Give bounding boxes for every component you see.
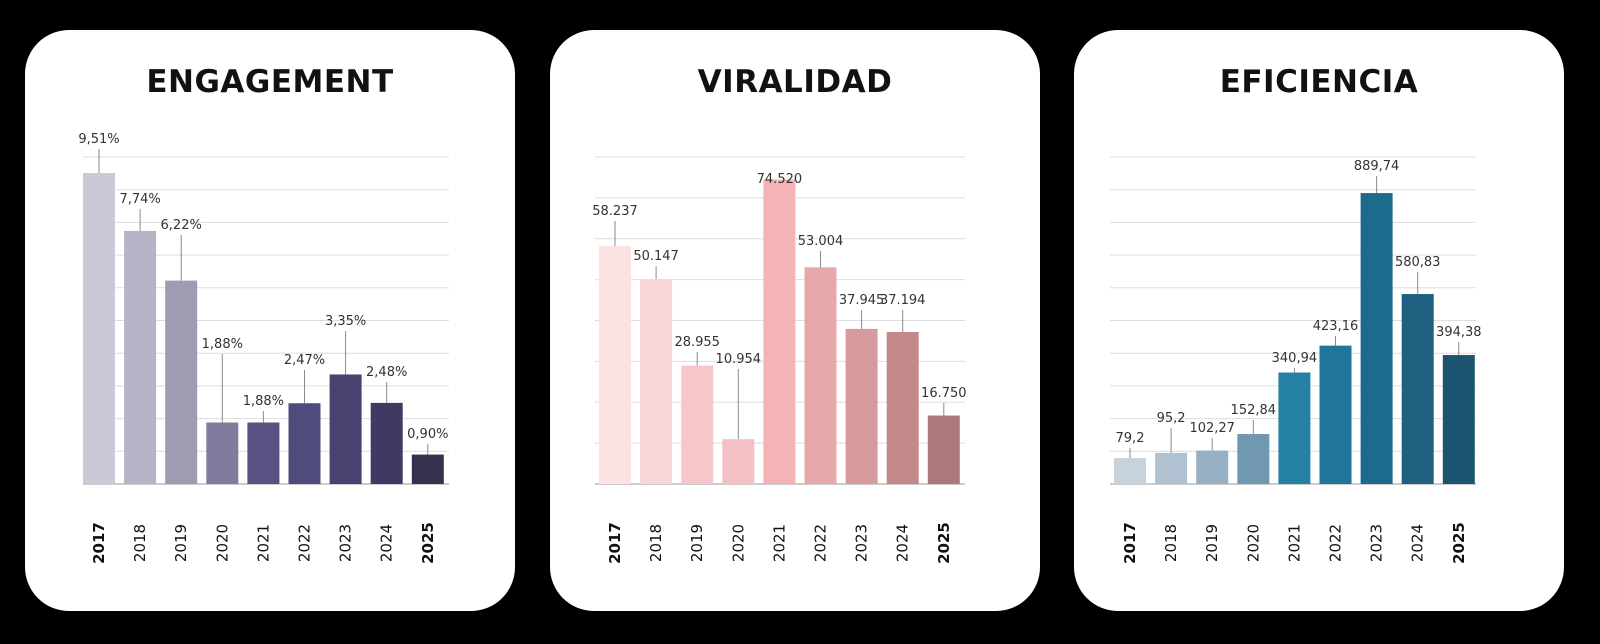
x-tick-label: 2019	[1203, 524, 1221, 562]
chart-title: ENGAGEMENT	[146, 64, 394, 100]
value-label: 7,74%	[119, 192, 160, 207]
bar-2022	[1319, 345, 1352, 484]
x-tick-label: 2025	[1450, 522, 1468, 564]
bar-2021	[247, 422, 280, 484]
bar-2018	[1155, 452, 1188, 484]
value-label: 79,2	[1116, 431, 1145, 446]
value-label: 394,38	[1436, 325, 1482, 340]
bar-2025	[1442, 355, 1475, 484]
value-label: 6,22%	[161, 218, 202, 233]
x-tick-label: 2017	[1121, 522, 1139, 564]
x-tick-label: 2021	[770, 524, 788, 562]
bar-2021	[763, 179, 796, 484]
x-tick-label: 2025	[419, 522, 437, 564]
bar-2023	[329, 374, 362, 484]
x-tick-label: 2022	[1327, 524, 1345, 562]
x-tick-label: 2025	[935, 522, 953, 564]
value-label: 2,48%	[366, 365, 407, 380]
x-tick-label: 2021	[254, 524, 272, 562]
x-tick-label: 2023	[1368, 524, 1386, 562]
bar-2017	[599, 245, 631, 484]
value-label: 580,83	[1395, 255, 1441, 270]
engagement-panel: ENGAGEMENT 9,51% 2017 7,74% 2018 6,22% 2019 1,…	[25, 30, 515, 611]
x-tick-label: 2019	[688, 524, 706, 562]
bar-2022	[804, 267, 837, 484]
value-label: 9,51%	[78, 132, 119, 147]
bar-2019	[681, 365, 714, 484]
value-label: 10.954	[716, 352, 762, 367]
value-label: 37.194	[880, 293, 926, 308]
x-tick-label: 2018	[647, 524, 665, 562]
bar-2024	[1401, 294, 1434, 484]
x-tick-label: 2017	[606, 522, 624, 564]
x-tick-label: 2024	[1409, 524, 1427, 562]
bar-2022	[288, 403, 321, 484]
eficiencia-panel: EFICIENCIA 79,2 2017 95,2 2018 102,27 2019 152…	[1074, 30, 1564, 611]
value-label: 74.520	[757, 172, 803, 187]
bar-2024	[370, 402, 403, 484]
x-tick-label: 2022	[812, 524, 830, 562]
value-label: 2,47%	[284, 353, 325, 368]
bar-2019	[165, 280, 198, 484]
x-tick-label: 2017	[90, 522, 108, 564]
bar-2025	[411, 454, 444, 484]
bar-2017	[1114, 458, 1146, 484]
bar-2018	[640, 279, 673, 484]
value-label: 16.750	[921, 386, 967, 401]
value-label: 1,88%	[243, 394, 284, 409]
viralidad-chart: 58.237 2017 50.147 2018 28.955 2019 10.954 2020…	[592, 156, 967, 564]
viralidad-panel: VIRALIDAD 58.237 2017 50.147 2018 28.955 2019…	[550, 30, 1040, 611]
x-tick-label: 2022	[296, 524, 314, 562]
value-label: 102,27	[1189, 421, 1235, 436]
value-label: 95,2	[1157, 411, 1186, 426]
value-label: 53.004	[798, 234, 844, 249]
bar-2017	[83, 173, 115, 484]
value-label: 340,94	[1272, 351, 1318, 366]
bar-2020	[206, 422, 239, 484]
value-label: 50.147	[633, 249, 679, 264]
value-label: 0,90%	[407, 427, 448, 442]
x-tick-label: 2024	[894, 524, 912, 562]
bar-2025	[927, 415, 960, 484]
x-tick-label: 2021	[1285, 524, 1303, 562]
value-label: 37.945	[839, 293, 885, 308]
x-tick-label: 2018	[131, 524, 149, 562]
x-tick-label: 2020	[213, 524, 231, 562]
x-tick-label: 2018	[1162, 524, 1180, 562]
value-label: 58.237	[592, 204, 638, 219]
x-tick-label: 2024	[378, 524, 396, 562]
bar-2024	[886, 331, 919, 484]
bar-2020	[1237, 434, 1270, 484]
x-tick-label: 2020	[729, 524, 747, 562]
bar-2023	[1360, 193, 1393, 484]
x-tick-label: 2023	[853, 524, 871, 562]
bar-2019	[1196, 450, 1229, 484]
value-label: 1,88%	[202, 337, 243, 352]
value-label: 3,35%	[325, 314, 366, 329]
value-label: 28.955	[674, 335, 720, 350]
bar-2018	[124, 230, 157, 484]
x-tick-label: 2023	[337, 524, 355, 562]
engagement-chart: 9,51% 2017 7,74% 2018 6,22% 2019 1,88% 2020 1,88…	[78, 132, 449, 564]
eficiencia-chart: 79,2 2017 95,2 2018 102,27 2019 152,84 2020 340,…	[1110, 156, 1482, 564]
bar-2023	[845, 328, 878, 484]
x-tick-label: 2020	[1244, 524, 1262, 562]
value-label: 889,74	[1354, 159, 1400, 174]
x-tick-label: 2019	[172, 524, 190, 562]
chart-title: EFICIENCIA	[1219, 64, 1419, 100]
value-label: 152,84	[1231, 403, 1277, 418]
value-label: 423,16	[1313, 319, 1359, 334]
chart-title: VIRALIDAD	[697, 64, 893, 100]
bar-2021	[1278, 372, 1311, 484]
bar-2020	[722, 439, 755, 484]
